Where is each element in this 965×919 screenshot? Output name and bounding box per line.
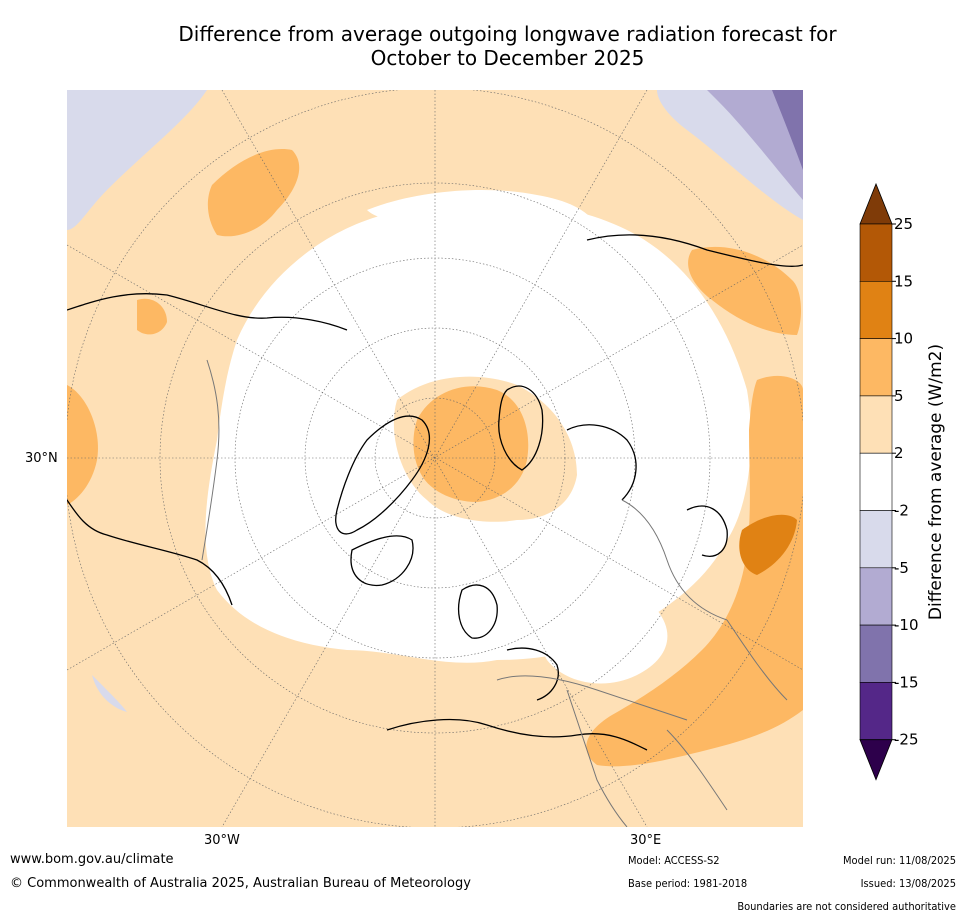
colorbar-tick-label: -2: [894, 502, 909, 520]
colorbar-ticks: 25 15 10 5 2 -2 -5 -10 -15 -25: [892, 215, 919, 749]
footer-copyright: © Commonwealth of Australia 2025, Austra…: [10, 876, 471, 891]
footer-model: Model: ACCESS-S2: [628, 854, 720, 867]
anomaly-positive-west: [67, 385, 98, 505]
forecast-map[interactable]: [67, 90, 803, 827]
colorbar-tick-label: -25: [894, 731, 919, 749]
anomaly-negative-ne-mid: [707, 90, 803, 200]
footer-issued: Issued: 13/08/2025: [860, 877, 956, 890]
anomaly-positive-small: [137, 298, 167, 335]
footer-url[interactable]: www.bom.gov.au/climate: [10, 852, 174, 867]
colorbar-bin: [859, 567, 893, 626]
colorbar-tick-label: 10: [894, 330, 913, 348]
anomaly-strong-positive-asia: [739, 514, 797, 575]
anomaly-positive-siberia: [688, 246, 802, 335]
anomaly-positive-greenland: [413, 386, 529, 502]
colorbar-tick-label: 15: [894, 272, 913, 290]
colorbar-tick-label: 25: [894, 215, 913, 233]
colorbar-extend-bottom: [859, 739, 893, 781]
colorbar-blocks: [859, 182, 893, 781]
anomaly-negative-nw: [67, 90, 207, 230]
colorbar-bin: [859, 281, 893, 339]
map-canvas: [67, 90, 803, 827]
lat-label-30n: 30°N: [25, 451, 58, 466]
title-line-1: Difference from average outgoing longwav…: [178, 22, 837, 46]
footer-base-period: Base period: 1981-2018: [628, 877, 748, 890]
footer-model-run: Model run: 11/08/2025: [843, 854, 956, 867]
colorbar-bin: [859, 624, 893, 683]
anomaly-negative-ne-strong: [772, 90, 803, 170]
colorbar-extend-top: [859, 182, 893, 225]
anomaly-negative-sw: [92, 675, 127, 712]
anomaly-positive-asia: [586, 375, 803, 767]
colorbar-bin: [859, 682, 893, 740]
lon-label-30e: 30°E: [630, 833, 662, 848]
colorbar-bin: [859, 395, 893, 454]
colorbar: 25 15 10 5 2 -2 -5 -10 -15 -25: [859, 182, 919, 781]
anomaly-positive-pacific: [207, 149, 300, 237]
colorbar-tick-label: -10: [894, 616, 919, 634]
colorbar-bin: [859, 338, 893, 397]
lon-label-30w: 30°W: [204, 833, 240, 848]
colorbar-title: Difference from average (W/m2): [926, 343, 946, 621]
footer-disclaimer: Boundaries are not considered authoritat…: [737, 900, 956, 913]
colorbar-tick-label: -5: [894, 559, 909, 577]
coastlines: [67, 234, 803, 751]
colorbar-tick-label: 2: [894, 444, 904, 462]
colorbar-bin: [859, 510, 893, 569]
anomaly-neutral-europe: [531, 578, 668, 684]
colorbar-tick-label: -15: [894, 673, 919, 691]
chart-title: Difference from average outgoing longwav…: [60, 22, 955, 70]
country-borders: [201, 359, 788, 827]
colorbar-bin: [859, 452, 893, 511]
title-line-2: October to December 2025: [370, 46, 645, 70]
anomaly-neutral-north: [367, 190, 597, 233]
colorbar-tick-label: 5: [894, 387, 904, 405]
colorbar-bin: [859, 223, 893, 282]
